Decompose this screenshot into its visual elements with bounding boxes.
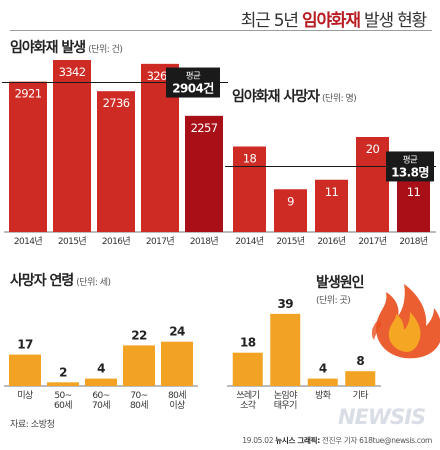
cause-category-0: 쓰레기 소각 xyxy=(236,390,259,411)
deaths-bar-0 xyxy=(233,146,266,232)
age-category-3: 70~ 80세 xyxy=(130,391,148,411)
age-bar-0 xyxy=(9,354,41,386)
deaths-title: 임야화재 사망자 (단위: 명) xyxy=(232,86,357,106)
deaths-value-3: 20 xyxy=(366,142,380,156)
cause-chart: 18 쓰레기 소각 39 논임야 태우기 4 방화 8 기타 xyxy=(227,297,381,411)
fire-count-bar-2 xyxy=(97,91,135,232)
fire-count-value-2: 2736 xyxy=(103,96,130,110)
source-note: 자료: 소방청 xyxy=(10,420,55,430)
age-bar-1 xyxy=(47,382,79,386)
main-title-suffix: 발생 현황 xyxy=(364,11,427,31)
fire-count-bar-0 xyxy=(9,81,47,232)
cause-bar-1 xyxy=(270,313,301,386)
age-category-2: 60~ 70세 xyxy=(92,391,110,411)
deaths-title-text: 임야화재 사망자 xyxy=(232,89,320,105)
fire-count-category-3: 2017년 xyxy=(146,236,175,247)
flame-icon xyxy=(371,284,440,359)
credit-line: 19.05.02 뉴시스 그래픽: 전진우 기자 618tue@newsis.c… xyxy=(242,435,432,446)
fire-count-average-box xyxy=(166,67,220,98)
age-value-4: 24 xyxy=(169,325,185,339)
credit-brand: 뉴시스 그래픽: xyxy=(275,436,320,445)
fire-count-title: 임야화재 발생 (단위: 건) xyxy=(10,37,123,57)
age-value-2: 4 xyxy=(97,362,105,376)
cause-unit: (단위: 곳) xyxy=(316,296,351,306)
cause-title: 발생원인 xyxy=(316,272,365,292)
deaths-average-box xyxy=(386,151,434,182)
cause-category-1: 논임야 태우기 xyxy=(274,389,297,411)
deaths-average-label: 평균 xyxy=(403,154,418,165)
deaths-bar-3 xyxy=(356,137,389,232)
cause-value-3: 8 xyxy=(356,354,364,368)
age-title-text: 사망자 연령 xyxy=(10,273,74,289)
fire-count-value-1: 3342 xyxy=(59,65,86,79)
main-title: 최근 5년 임야화재 발생 현황 xyxy=(240,6,428,31)
title-divider xyxy=(10,30,432,31)
fire-count-bar-1 xyxy=(53,59,91,233)
newsis-watermark: NEWSIS xyxy=(338,405,426,429)
age-title: 사망자 연령 (단위: 세) xyxy=(10,270,111,290)
credit-date: 19.05.02 xyxy=(242,436,274,445)
cause-bar-2 xyxy=(307,378,338,386)
cause-bar-0 xyxy=(232,352,263,386)
deaths-value-0: 18 xyxy=(243,152,257,166)
main-title-highlight: 임야화재 xyxy=(302,11,361,31)
fire-count-unit: (단위: 건) xyxy=(88,45,123,55)
age-unit: (단위: 세) xyxy=(76,278,111,288)
deaths-category-3: 2017년 xyxy=(358,236,387,247)
deaths-unit: (단위: 명) xyxy=(322,94,357,104)
deaths-bar-1 xyxy=(274,189,307,232)
fire-count-value-4: 2257 xyxy=(191,121,218,135)
deaths-bar-2 xyxy=(315,179,348,232)
cause-category-3: 기타 xyxy=(353,390,370,401)
cause-value-0: 18 xyxy=(240,336,256,350)
age-bar-3 xyxy=(123,345,155,386)
fire-count-category-0: 2014년 xyxy=(14,236,43,247)
cause-value-2: 4 xyxy=(319,362,327,376)
deaths-value-2: 11 xyxy=(325,185,339,199)
fire-count-category-1: 2015년 xyxy=(58,236,87,247)
deaths-bar-4 xyxy=(397,179,430,232)
deaths-chart: 18 2014년 9 2015년 11 2016년 20 2017년 11 2018년 평균13.8… xyxy=(225,137,436,247)
fire-count-average-value: 2904건 xyxy=(172,81,214,96)
deaths-value-1: 9 xyxy=(287,194,294,208)
fire-count-title-text: 임야화재 발생 xyxy=(10,40,86,56)
deaths-average-value: 13.8명 xyxy=(391,165,429,179)
fire-count-value-0: 2921 xyxy=(15,87,42,101)
deaths-value-4: 11 xyxy=(407,185,421,199)
age-category-4: 80세 이상 xyxy=(168,390,186,411)
deaths-category-0: 2014년 xyxy=(235,236,264,247)
age-bar-2 xyxy=(85,378,117,386)
credit-author: 전진우 기자 618tue@newsis.com xyxy=(322,436,432,445)
age-category-1: 50~ 60세 xyxy=(54,391,72,411)
main-title-prefix: 최근 5년 xyxy=(240,11,299,31)
fire-count-average-label: 평균 xyxy=(186,71,201,82)
fire-count-chart: 29212014년33422015년27362016년32672017년2257… xyxy=(2,59,228,247)
deaths-category-4: 2018년 xyxy=(399,236,428,247)
cause-category-2: 방화 xyxy=(315,390,331,401)
fire-count-category-2: 2016년 xyxy=(102,236,131,247)
deaths-category-2: 2016년 xyxy=(317,236,346,247)
age-value-3: 22 xyxy=(131,328,147,342)
fire-count-category-4: 2018년 xyxy=(190,236,219,247)
age-value-1: 2 xyxy=(59,365,67,379)
cause-title-text: 발생원인 xyxy=(316,275,365,291)
deaths-category-1: 2015년 xyxy=(276,236,305,247)
age-chart: 17 미상 2 50~ 60세 4 60~ 70세 22 70~ 80세 24 80세 이상 xyxy=(4,325,198,411)
cause-bar-3 xyxy=(345,371,376,386)
age-value-0: 17 xyxy=(17,338,33,352)
cause-value-1: 39 xyxy=(278,297,294,311)
fire-count-bar-4 xyxy=(185,115,223,232)
age-category-0: 미상 xyxy=(17,390,33,401)
age-bar-4 xyxy=(161,341,193,386)
